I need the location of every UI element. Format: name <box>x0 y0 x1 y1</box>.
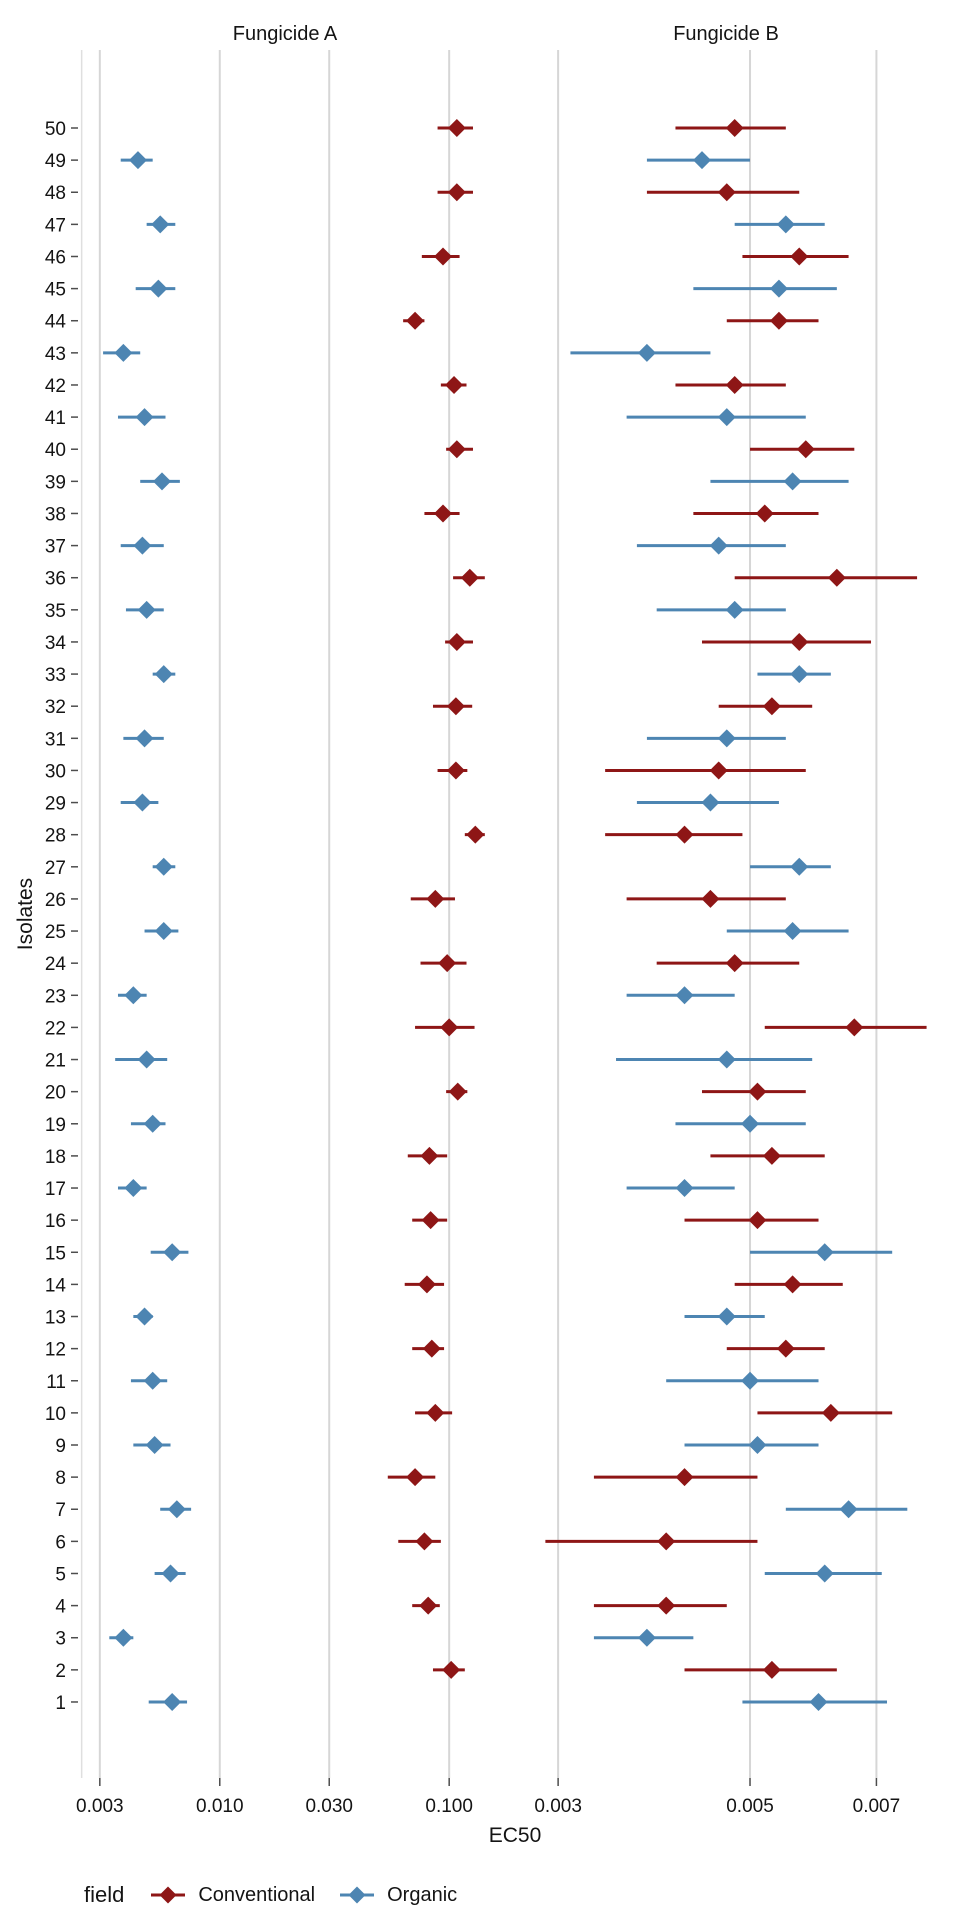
svg-text:0.030: 0.030 <box>305 1796 353 1817</box>
conventional-pointrange-icon <box>151 1886 186 1904</box>
svg-text:14: 14 <box>45 1275 67 1296</box>
legend-item-conventional: Conventional <box>148 1884 315 1907</box>
svg-text:32: 32 <box>45 697 66 718</box>
svg-text:9: 9 <box>55 1436 66 1457</box>
svg-text:41: 41 <box>45 408 66 429</box>
svg-text:21: 21 <box>45 1051 66 1072</box>
svg-text:27: 27 <box>45 858 66 879</box>
x-axis-title: EC50 <box>488 1824 542 1847</box>
svg-text:15: 15 <box>45 1243 66 1264</box>
svg-text:29: 29 <box>45 794 66 815</box>
svg-text:43: 43 <box>45 344 66 365</box>
svg-text:0.005: 0.005 <box>726 1796 774 1817</box>
svg-text:28: 28 <box>45 826 66 847</box>
svg-text:40: 40 <box>45 440 66 461</box>
svg-text:46: 46 <box>45 247 66 268</box>
svg-text:35: 35 <box>45 601 66 622</box>
svg-text:0.003: 0.003 <box>76 1796 124 1817</box>
svg-text:7: 7 <box>55 1500 66 1521</box>
svg-text:12: 12 <box>45 1340 66 1361</box>
svg-text:0.100: 0.100 <box>425 1796 473 1817</box>
svg-text:5: 5 <box>55 1564 66 1585</box>
svg-text:0.007: 0.007 <box>853 1796 901 1817</box>
svg-text:47: 47 <box>45 215 66 236</box>
svg-text:49: 49 <box>45 151 66 172</box>
legend-item-organic: Organic <box>337 1884 457 1907</box>
svg-text:33: 33 <box>45 665 66 686</box>
svg-text:24: 24 <box>45 954 67 975</box>
svg-text:17: 17 <box>45 1179 66 1200</box>
legend: field Conventional Organic <box>84 1878 457 1912</box>
facet-title-fungicide-a: Fungicide A <box>232 23 338 45</box>
organic-pointrange-icon <box>340 1886 375 1904</box>
svg-text:44: 44 <box>45 312 67 333</box>
svg-text:4: 4 <box>55 1597 66 1618</box>
svg-text:22: 22 <box>45 1018 66 1039</box>
y-axis-title: Isolates <box>14 877 37 951</box>
svg-text:8: 8 <box>55 1468 66 1489</box>
svg-text:3: 3 <box>55 1629 66 1650</box>
svg-text:48: 48 <box>45 183 66 204</box>
svg-text:34: 34 <box>45 633 67 654</box>
svg-text:13: 13 <box>45 1308 66 1329</box>
legend-label-conventional: Conventional <box>198 1883 316 1906</box>
svg-text:30: 30 <box>45 761 66 782</box>
svg-text:2: 2 <box>55 1661 66 1682</box>
svg-text:38: 38 <box>45 504 66 525</box>
svg-text:6: 6 <box>55 1532 66 1553</box>
svg-text:16: 16 <box>45 1211 66 1232</box>
svg-text:42: 42 <box>45 376 66 397</box>
facet-title-fungicide-b: Fungicide B <box>673 23 779 45</box>
svg-text:23: 23 <box>45 986 66 1007</box>
svg-text:18: 18 <box>45 1147 66 1168</box>
svg-text:1: 1 <box>55 1693 66 1714</box>
legend-title: field <box>84 1882 125 1907</box>
legend-label-organic: Organic <box>387 1883 458 1906</box>
svg-text:45: 45 <box>45 280 66 301</box>
svg-text:20: 20 <box>45 1083 66 1104</box>
svg-text:25: 25 <box>45 922 66 943</box>
svg-text:19: 19 <box>45 1115 66 1136</box>
svg-text:11: 11 <box>46 1372 66 1393</box>
svg-text:50: 50 <box>45 119 66 140</box>
svg-text:36: 36 <box>45 569 66 590</box>
svg-text:39: 39 <box>45 472 66 493</box>
svg-text:37: 37 <box>45 537 66 558</box>
svg-text:0.010: 0.010 <box>196 1796 244 1817</box>
svg-text:10: 10 <box>45 1404 66 1425</box>
svg-text:26: 26 <box>45 890 66 911</box>
svg-text:0.003: 0.003 <box>534 1796 582 1817</box>
svg-text:31: 31 <box>45 729 66 750</box>
